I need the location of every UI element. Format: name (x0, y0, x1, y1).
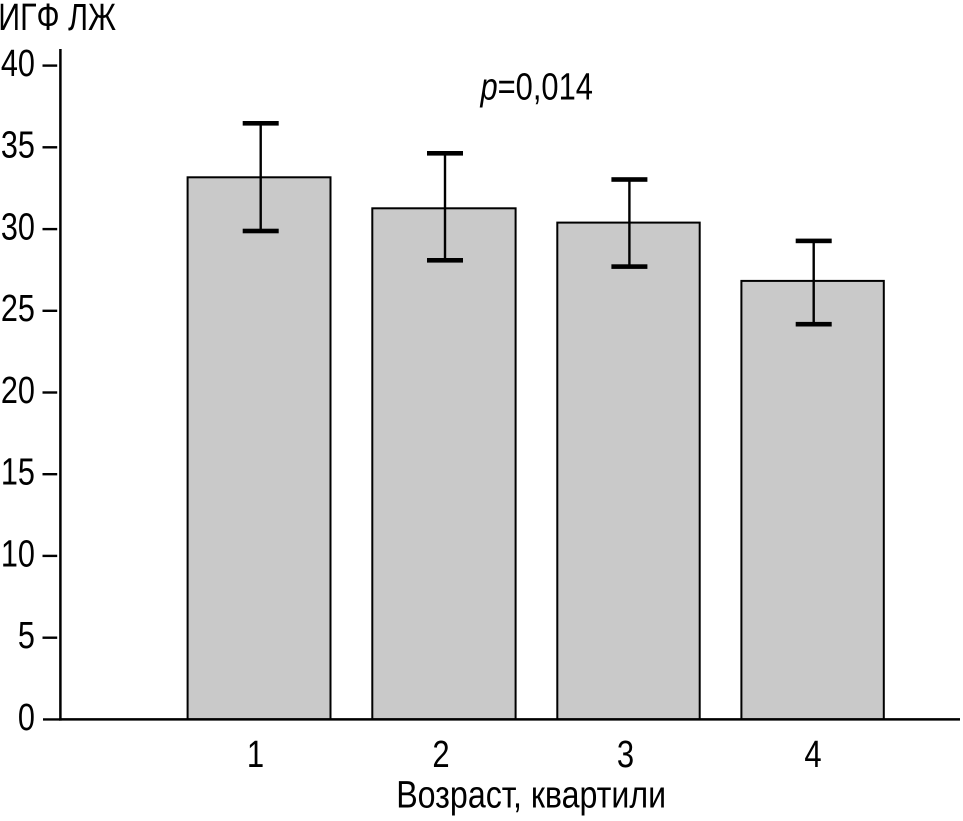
svg-text:2: 2 (432, 733, 449, 776)
svg-text:25: 25 (1, 288, 35, 330)
svg-text:Возраст, квартили: Возраст, квартили (396, 774, 666, 816)
svg-text:5: 5 (18, 615, 35, 657)
svg-text:10: 10 (1, 533, 35, 575)
svg-text:p=0,014: p=0,014 (480, 66, 593, 108)
svg-text:ИГФ ЛЖ: ИГФ ЛЖ (0, 0, 116, 39)
svg-text:35: 35 (1, 125, 35, 167)
svg-text:20: 20 (1, 370, 35, 412)
svg-text:4: 4 (804, 733, 821, 776)
svg-text:0: 0 (18, 697, 35, 739)
svg-text:30: 30 (1, 206, 35, 248)
svg-text:40: 40 (1, 43, 35, 85)
svg-text:3: 3 (617, 733, 634, 776)
svg-text:1: 1 (247, 733, 264, 776)
svg-text:15: 15 (1, 451, 35, 493)
